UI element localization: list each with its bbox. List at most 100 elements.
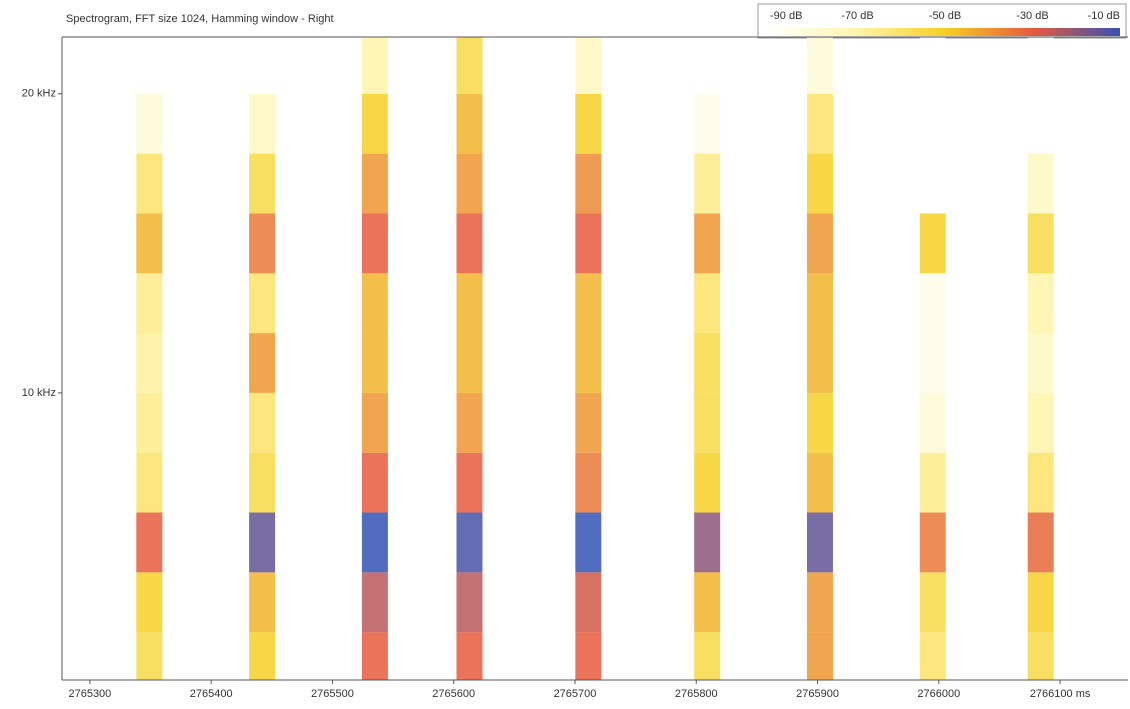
spectrogram-cell [806, 512, 833, 573]
y-tick-label: 10 kHz [22, 387, 56, 399]
spectrogram-cell [1027, 273, 1054, 334]
spectrogram-cell [136, 273, 163, 334]
spectrogram-cell [806, 153, 833, 214]
spectrogram-cell [1027, 512, 1054, 573]
spectrogram-cell [136, 392, 163, 453]
spectrogram-cell [694, 153, 721, 214]
spectrogram-cell [575, 452, 602, 513]
spectrogram-cell [694, 333, 721, 393]
x-tick-label: 2765600 [432, 688, 475, 700]
spectrogram-cell [806, 632, 833, 680]
spectrogram-cell [919, 273, 946, 334]
spectrogram-cell [919, 153, 946, 214]
spectrogram-cell [361, 153, 388, 214]
spectrogram-cell [361, 93, 388, 154]
spectrogram-cell [136, 153, 163, 214]
spectrogram-cell [249, 512, 276, 573]
spectrogram-cell [575, 512, 602, 573]
spectrogram-cell [456, 632, 483, 680]
spectrogram-cell [694, 512, 721, 573]
spectrogram-cell [249, 153, 276, 214]
spectrogram-cell [575, 213, 602, 274]
spectrogram-cell [919, 333, 946, 393]
plot-area [136, 37, 1054, 680]
spectrogram-cell [136, 213, 163, 274]
spectrogram-cell [1027, 153, 1054, 214]
spectrogram-cell [919, 213, 946, 274]
spectrogram-cell [1027, 37, 1054, 94]
x-tick-label: 2765900 [796, 688, 839, 700]
spectrogram-cell [575, 37, 602, 94]
spectrogram-cell [694, 632, 721, 680]
spectrogram-cell [806, 452, 833, 513]
spectrogram-cell [806, 37, 833, 94]
spectrogram-cell [361, 37, 388, 94]
spectrogram-cell [361, 333, 388, 393]
spectrogram-cell [694, 572, 721, 633]
spectrogram-cell [136, 452, 163, 513]
spectrogram-cell [249, 392, 276, 453]
spectrogram-cell [456, 333, 483, 393]
spectrogram-cell [694, 273, 721, 334]
spectrogram-cell [575, 93, 602, 154]
spectrogram-cell [575, 572, 602, 633]
spectrogram-cell [136, 333, 163, 393]
spectrogram-cell [456, 273, 483, 334]
colorbar-label: -50 dB [929, 10, 961, 22]
spectrogram-cell [136, 512, 163, 573]
spectrogram-cell [136, 37, 163, 94]
spectrogram-cell [249, 452, 276, 513]
spectrogram-cell [456, 512, 483, 573]
spectrogram-cell [806, 392, 833, 453]
spectrogram-cell [919, 632, 946, 680]
spectrogram-cell [694, 452, 721, 513]
spectrogram-cell [919, 452, 946, 513]
spectrogram-cell [806, 213, 833, 274]
spectrogram-cell [456, 392, 483, 453]
spectrogram-cell [919, 512, 946, 573]
spectrogram-cell [1027, 93, 1054, 154]
spectrogram-cell [575, 273, 602, 334]
spectrogram-cell [249, 333, 276, 393]
spectrogram-cell [361, 572, 388, 633]
spectrogram-cell [694, 37, 721, 94]
y-tick-label: 20 kHz [22, 88, 56, 100]
spectrogram-cell [249, 213, 276, 274]
spectrogram-cell [806, 273, 833, 334]
spectrogram-cell [1027, 213, 1054, 274]
spectrogram-cell [456, 452, 483, 513]
spectrogram-cell [694, 93, 721, 154]
x-tick-label: 2765500 [311, 688, 354, 700]
colorbar [770, 28, 1120, 36]
x-tick-label: 2766000 [917, 688, 960, 700]
spectrogram-cell [919, 572, 946, 633]
spectrogram-cell [249, 632, 276, 680]
spectrogram-cell [1027, 392, 1054, 453]
spectrogram-cell [456, 213, 483, 274]
spectrogram-cell [1027, 333, 1054, 393]
spectrogram-cell [575, 632, 602, 680]
spectrogram-cell [1027, 632, 1054, 680]
spectrogram-cell [575, 333, 602, 393]
spectrogram-cell [919, 37, 946, 94]
spectrogram-cell [361, 632, 388, 680]
spectrogram-cell [806, 333, 833, 393]
spectrogram-cell [456, 153, 483, 214]
x-tick-label: 2765300 [68, 688, 111, 700]
spectrogram-cell [1027, 572, 1054, 633]
spectrogram-cell [361, 512, 388, 573]
spectrogram-cell [249, 572, 276, 633]
spectrogram-cell [575, 392, 602, 453]
spectrogram-cell [456, 572, 483, 633]
x-tick-label: 2765700 [554, 688, 597, 700]
spectrogram-cell [249, 93, 276, 154]
chart-title: Spectrogram, FFT size 1024, Hamming wind… [66, 13, 334, 25]
spectrogram-cell [136, 572, 163, 633]
spectrogram-cell [575, 153, 602, 214]
spectrogram-cell [1027, 452, 1054, 513]
spectrogram-cell [456, 93, 483, 154]
spectrogram-cell [694, 392, 721, 453]
spectrogram-cell [361, 392, 388, 453]
spectrogram-cell [919, 392, 946, 453]
